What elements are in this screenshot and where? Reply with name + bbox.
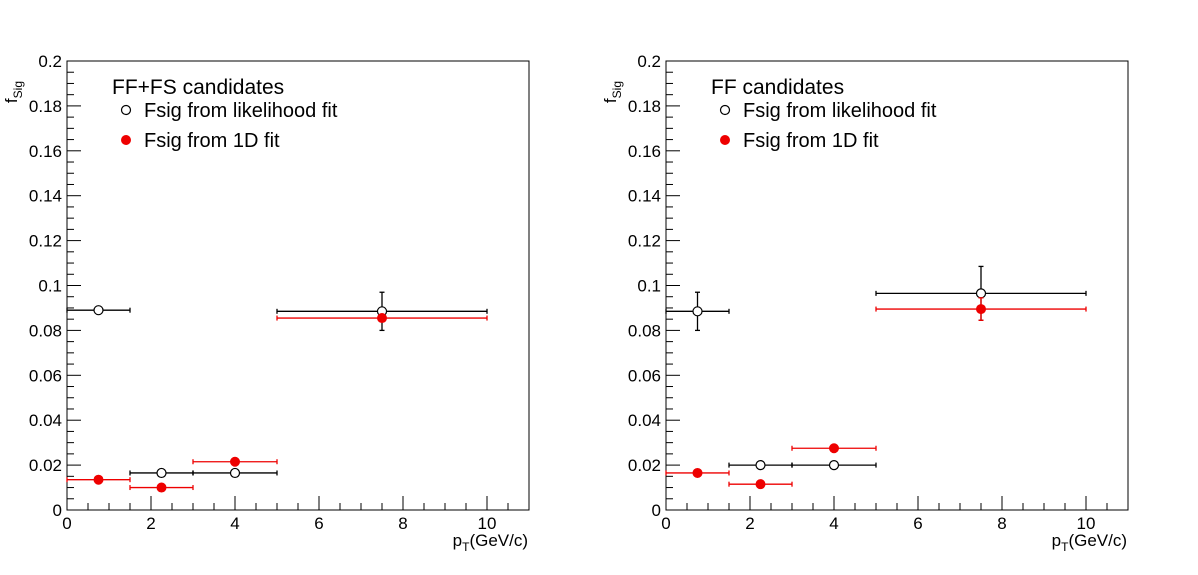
legend-marker [720,135,730,145]
x-axis-title: pT(GeV/c) [1052,531,1127,554]
data-point [975,288,987,299]
legend-marker [719,104,731,116]
y-tick-label: 0.04 [29,411,62,430]
y-tick-label: 0.08 [628,321,661,340]
legend-label: Fsig from likelihood fit [144,100,338,122]
y-tick-label: 0 [53,501,62,520]
x-tick-label: 10 [478,514,497,533]
data-point [93,305,104,316]
data-point [692,467,703,478]
y-tick-label: 0.16 [628,142,661,161]
legend-marker [121,135,131,145]
y-axis-title: fSig [601,81,624,103]
data-point [156,482,167,493]
data-point [692,306,703,317]
y-tick-label: 0.16 [29,142,62,161]
y-axis-title: fSig [2,81,25,103]
chart-title: FF candidates [711,76,844,99]
series-1 [665,265,1087,471]
x-tick-label: 0 [661,514,670,533]
data-point [93,474,104,485]
data-point [230,456,240,467]
x-tick-label: 6 [913,514,922,533]
y-tick-label: 0.2 [38,52,62,71]
x-axis-title: pT(GeV/c) [453,531,528,554]
data-point [828,460,840,471]
x-tick-label: 10 [1077,514,1096,533]
x-tick-label: 0 [62,514,71,533]
plot-frame [66,60,530,511]
y-tick-label: 0.2 [637,52,661,71]
series-2 [66,313,488,493]
legend-label: Fsig from 1D fit [743,130,879,152]
y-tick-label: 0.06 [29,366,62,385]
series-2 [665,297,1087,490]
y-tick-label: 0.02 [29,456,62,475]
legend-label: Fsig from likelihood fit [743,100,937,122]
y-tick-label: 0.08 [29,321,62,340]
chart-panel-2: 0 0.02 0.04 0.06 0.08 0.1 0.12 0.14 0.16 0.18 0.2 0… [601,52,1129,554]
x-tick-label: 2 [146,514,155,533]
plot-frame [665,60,1129,511]
x-tick-label: 4 [230,514,239,533]
data-point [229,467,241,479]
y-tick-label: 0.14 [29,187,62,206]
data-point [377,313,387,324]
y-tick-label: 0.12 [29,232,62,251]
data-point [829,443,839,454]
data-point [976,304,986,315]
x-tick-label: 2 [745,514,754,533]
x-tick-label: 8 [398,514,407,533]
y-tick-label: 0 [652,501,661,520]
y-tick-label: 0.02 [628,456,661,475]
y-tick-label: 0.18 [628,97,661,116]
x-tick-label: 8 [997,514,1006,533]
y-tick-label: 0.12 [628,232,661,251]
x-tick-label: 6 [314,514,323,533]
chart-panel-1: 0 0.02 0.04 0.06 0.08 0.1 0.12 0.14 0.16 0.18 0.2 0… [2,52,530,554]
x-tick-label: 4 [829,514,838,533]
y-tick-label: 0.06 [628,366,661,385]
y-tick-label: 0.1 [38,277,62,296]
data-point [755,460,766,471]
y-tick-label: 0.1 [637,277,661,296]
data-point [156,467,167,479]
legend-label: Fsig from 1D fit [144,130,280,152]
chart-title: FF+FS candidates [112,76,284,99]
data-point [755,479,766,490]
y-tick-label: 0.14 [628,187,661,206]
y-tick-label: 0.04 [628,411,661,430]
series-1 [66,291,488,479]
legend-marker [120,104,132,116]
y-tick-label: 0.18 [29,97,62,116]
